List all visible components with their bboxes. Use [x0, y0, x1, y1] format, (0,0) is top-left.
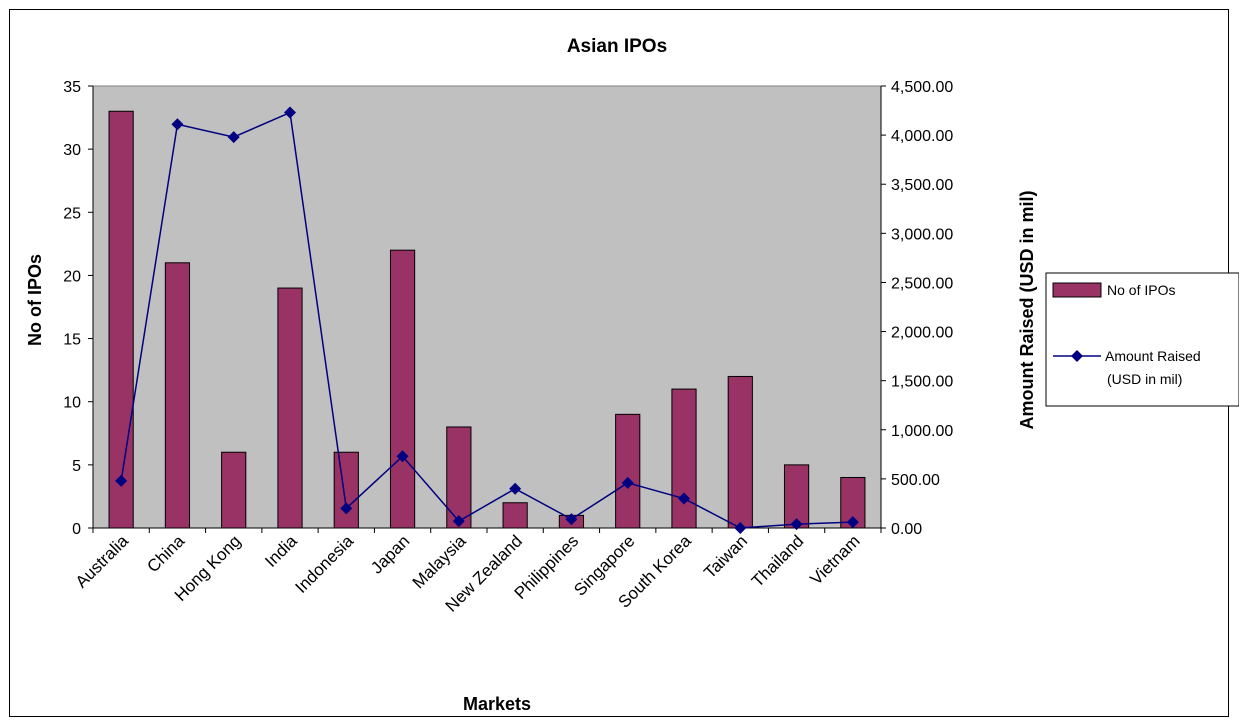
- amount-point-thailand: [790, 518, 803, 531]
- x-tick-label: Indonesia: [292, 531, 358, 597]
- amount-point-vietnam: [846, 516, 859, 529]
- amount-point-taiwan: [734, 522, 747, 534]
- y-tick-label: 10: [63, 395, 81, 412]
- amount-point-philippines: [565, 513, 578, 526]
- y2-tick-label: 500.00: [891, 472, 940, 489]
- y2-tick-label: 2,000.00: [891, 325, 953, 342]
- y2-tick-label: 3,000.00: [891, 226, 953, 243]
- amount-point-australia: [115, 474, 128, 487]
- bar-malaysia: [446, 426, 472, 529]
- y-tick-label: 20: [63, 268, 81, 285]
- chart-title: Asian IPOs: [567, 36, 667, 57]
- amount-point-new-zealand: [509, 482, 522, 495]
- y-tick-label: 35: [63, 79, 81, 96]
- x-tick-label: Australia: [72, 531, 133, 592]
- plot-area: [92, 85, 882, 529]
- bar-china: [164, 262, 191, 529]
- amount-point-india: [284, 106, 296, 119]
- y-tick-label: 25: [63, 205, 81, 222]
- bar-thailand: [783, 464, 810, 529]
- y2-tick-label: 0.00: [891, 521, 922, 538]
- amount-raised-line: [120, 111, 853, 529]
- bar-singapore: [615, 413, 641, 529]
- y2-tick-label: 4,000.00: [891, 128, 953, 145]
- amount-point-south-korea: [678, 492, 690, 505]
- x-tick-label: Taiwan: [700, 531, 751, 582]
- amount-point-singapore: [621, 476, 634, 489]
- y2-tick-label: 1,500.00: [891, 374, 953, 391]
- bar-australia: [108, 110, 134, 529]
- y-tick-label: 0: [72, 521, 81, 538]
- x-tick-label: Vietnam: [806, 531, 863, 588]
- amount-point-japan: [396, 450, 409, 463]
- bar-india: [277, 287, 303, 529]
- bar-taiwan: [727, 375, 753, 529]
- y-tick-label: 5: [72, 458, 81, 475]
- legend: No of IPOs Amount Raised (USD in mil): [1045, 272, 1239, 407]
- amount-point-hong-kong: [227, 131, 240, 144]
- legend-line-label-2: (USD in mil): [1107, 371, 1182, 387]
- y2-tick-label: 2,500.00: [891, 275, 953, 292]
- amount-point-malaysia: [452, 515, 465, 528]
- legend-line-marker: [1071, 350, 1083, 362]
- y-axis-title: No of IPOs: [25, 254, 45, 346]
- x-axis-title: Markets: [463, 694, 531, 714]
- amount-point-china: [171, 118, 184, 131]
- bar-south-korea: [671, 388, 697, 529]
- bar-new-zealand: [502, 502, 528, 529]
- y-tick-label: 30: [63, 142, 81, 159]
- y2-axis-title: Amount Raised (USD in mil): [1017, 190, 1037, 429]
- legend-line-label-1: Amount Raised: [1105, 348, 1201, 364]
- bar-hong-kong: [221, 451, 247, 529]
- y2-tick-label: 4,500.00: [891, 79, 953, 96]
- x-tick-label: India: [261, 531, 301, 571]
- x-tick-label: Thailand: [748, 531, 808, 591]
- y2-tick-label: 1,000.00: [891, 423, 953, 440]
- bar-japan: [389, 249, 416, 529]
- y2-tick-label: 3,500.00: [891, 177, 953, 194]
- x-tick-label: Japan: [367, 531, 413, 577]
- legend-bar-label: No of IPOs: [1107, 282, 1175, 298]
- y-tick-label: 15: [63, 332, 81, 349]
- x-tick-label: China: [143, 531, 188, 576]
- bar-indonesia: [333, 451, 359, 529]
- legend-bar-swatch: [1052, 282, 1102, 298]
- amount-point-indonesia: [340, 502, 353, 515]
